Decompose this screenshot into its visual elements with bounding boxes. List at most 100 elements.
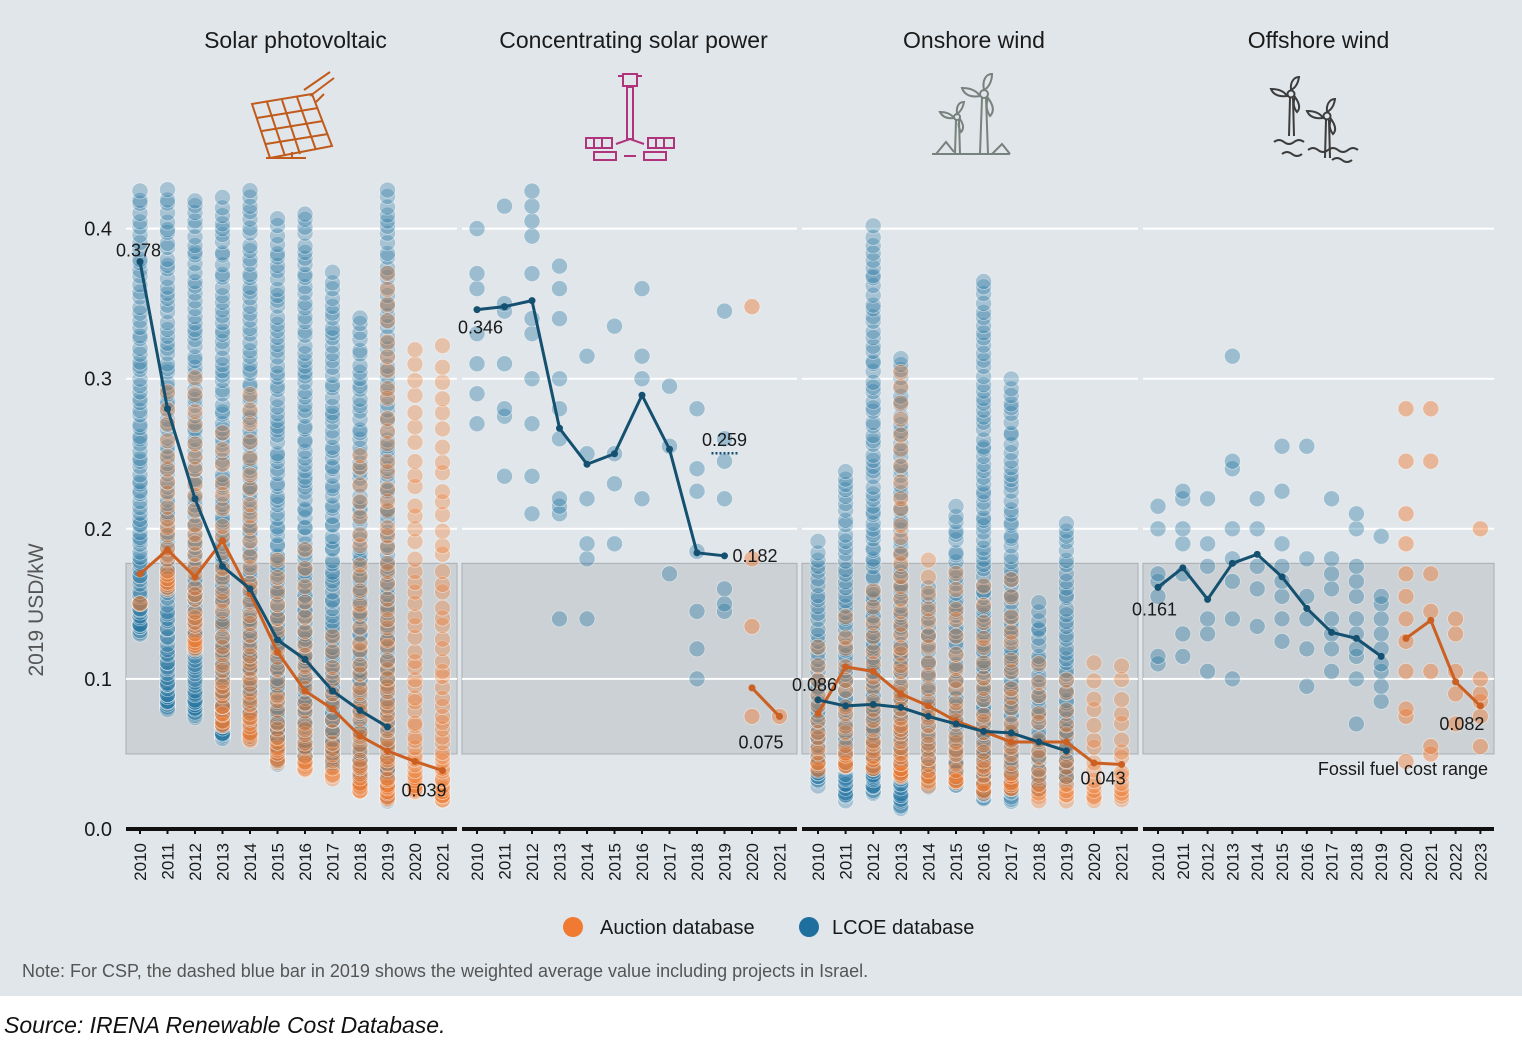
lcoe-average-line-marker xyxy=(1179,564,1187,572)
year-tick-label: 2021 xyxy=(1422,843,1441,881)
lcoe-point xyxy=(296,402,314,419)
lcoe-point xyxy=(214,256,231,274)
lcoe-point xyxy=(241,237,259,255)
lcoe-point xyxy=(131,499,149,517)
lcoe-point xyxy=(551,310,568,328)
year-tick-label: 2011 xyxy=(159,843,178,880)
auction-point xyxy=(1030,705,1048,723)
lcoe-point xyxy=(296,509,314,527)
auction-point xyxy=(434,599,451,617)
lcoe-point xyxy=(214,415,231,433)
lcoe-point xyxy=(379,181,396,199)
auction-point xyxy=(975,669,992,687)
auction-point xyxy=(1422,565,1440,583)
lcoe-point xyxy=(296,363,314,381)
lcoe-average-line-marker xyxy=(1035,738,1043,746)
lcoe-average-line-marker xyxy=(1352,634,1360,642)
auction-point xyxy=(324,659,341,676)
lcoe-point xyxy=(214,496,231,513)
auction-point xyxy=(406,386,424,404)
lcoe-average-line-marker xyxy=(1228,559,1236,567)
auction-point xyxy=(1085,717,1103,734)
auction-point xyxy=(406,550,424,568)
auction-point xyxy=(1447,625,1464,643)
auction-point xyxy=(947,581,965,598)
lcoe-point xyxy=(241,219,259,237)
lcoe-point xyxy=(269,341,286,359)
auction-point xyxy=(241,386,259,403)
auction-point xyxy=(434,438,451,456)
lcoe-point xyxy=(633,347,651,365)
auction-point xyxy=(743,708,761,725)
auction-point xyxy=(379,519,396,537)
lcoe-point xyxy=(296,237,314,255)
lcoe-point xyxy=(296,357,314,375)
lcoe-point xyxy=(269,322,286,339)
auction-point xyxy=(241,547,259,565)
lcoe-point xyxy=(159,641,176,659)
auction-point xyxy=(892,410,910,428)
lcoe-point xyxy=(1174,520,1192,538)
auction-point xyxy=(1422,452,1440,470)
auction-point xyxy=(379,380,396,398)
lcoe-average-line-marker xyxy=(556,424,563,432)
auction-average-line-marker xyxy=(924,702,932,710)
lcoe-average-line-marker xyxy=(952,720,960,728)
year-tick-label: 2021 xyxy=(771,843,790,881)
lcoe-point xyxy=(496,355,513,373)
lcoe-point xyxy=(159,610,176,627)
auction-point xyxy=(975,706,992,724)
lcoe-point xyxy=(1199,625,1216,643)
lcoe-point xyxy=(523,212,541,230)
lcoe-point xyxy=(1348,715,1365,733)
year-tick-label: 2010 xyxy=(809,843,828,881)
auction-point xyxy=(379,652,396,669)
lcoe-point xyxy=(523,227,541,245)
auction-point xyxy=(1113,657,1130,675)
legend-auction-marker xyxy=(563,917,583,937)
auction-point xyxy=(351,476,369,494)
lcoe-point xyxy=(296,468,314,486)
auction-point xyxy=(1085,654,1103,672)
auction-point xyxy=(1030,655,1048,673)
auction-point xyxy=(351,556,369,574)
auction-point xyxy=(947,565,965,582)
lcoe-point xyxy=(131,535,149,553)
auction-point xyxy=(159,432,176,450)
auction-point xyxy=(406,467,424,485)
year-tick-label: 2019 xyxy=(1372,843,1391,881)
lcoe-point xyxy=(1224,452,1241,470)
lcoe-point xyxy=(214,366,231,384)
auction-average-line-marker xyxy=(411,757,419,765)
fossil-fuel-band xyxy=(1142,562,1495,755)
lcoe-point xyxy=(159,256,176,274)
lcoe-point xyxy=(186,264,204,282)
auction-point xyxy=(1472,670,1489,688)
year-tick-label: 2017 xyxy=(324,843,343,881)
auction-point xyxy=(1397,700,1415,718)
lcoe-point xyxy=(523,415,541,433)
auction-point xyxy=(864,598,882,616)
lcoe-point xyxy=(214,307,231,325)
lcoe-point xyxy=(241,255,259,273)
lcoe-point xyxy=(131,607,149,625)
lcoe-point xyxy=(1323,580,1340,598)
lcoe-average-line-marker xyxy=(274,636,281,644)
auction-point xyxy=(1113,691,1130,708)
lcoe-average-line-marker xyxy=(301,655,309,663)
auction-average-line-marker xyxy=(1427,616,1435,624)
lcoe-point xyxy=(296,545,314,563)
lcoe-average-line-marker xyxy=(583,460,591,468)
year-tick-label: 2019 xyxy=(1057,843,1076,881)
auction-point xyxy=(379,280,396,298)
lcoe-point xyxy=(1199,610,1216,628)
lcoe-point xyxy=(214,340,231,357)
lcoe-point xyxy=(716,595,733,613)
lcoe-point xyxy=(131,473,149,491)
auction-point xyxy=(186,369,204,387)
lcoe-point xyxy=(1372,587,1390,605)
year-tick-label: 2011 xyxy=(1174,843,1193,880)
auction-point xyxy=(406,418,424,436)
lcoe-point xyxy=(1199,662,1216,680)
lcoe-point xyxy=(186,321,204,338)
